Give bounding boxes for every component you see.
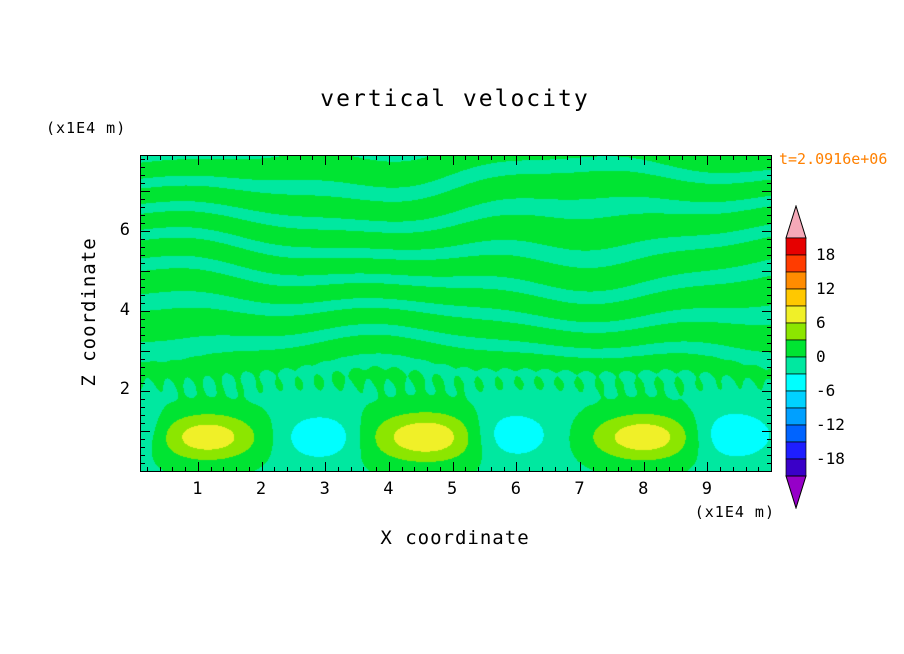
colorbar-segment	[785, 390, 807, 409]
colorbar-tick-label: 18	[816, 245, 836, 264]
colorbar-segment	[785, 424, 807, 443]
z-axis-label: Z coordinate	[78, 237, 100, 387]
colorbar-segment	[785, 322, 807, 341]
colorbar-tick-label: -6	[816, 381, 836, 400]
colorbar-segment	[785, 237, 807, 256]
colorbar	[785, 205, 807, 509]
colorbar-segment	[785, 271, 807, 290]
x-axis-label: X coordinate	[380, 527, 530, 549]
x-tick-label: 8	[638, 479, 649, 499]
z-tick-label: 6	[119, 219, 130, 240]
z-tick-label: 4	[119, 299, 130, 320]
colorbar-arrow	[785, 475, 807, 509]
x-tick-label: 6	[510, 479, 521, 499]
colorbar-segment	[785, 458, 807, 477]
x-axis-unit: (x1E4 m)	[694, 503, 775, 521]
x-tick-label: 7	[574, 479, 585, 499]
colorbar-tick-label: 12	[816, 279, 836, 298]
x-tick-label: 1	[192, 479, 203, 499]
x-tick-label: 5	[447, 479, 458, 499]
colorbar-tick-label: -12	[816, 415, 845, 434]
colorbar-segment	[785, 288, 807, 307]
colorbar-segment	[785, 373, 807, 392]
x-tick-label: 9	[701, 479, 713, 499]
colorbar-segment	[785, 339, 807, 358]
colorbar-segment	[785, 254, 807, 273]
colorbar-segment	[785, 305, 807, 324]
colorbar-tick-label: 0	[816, 347, 826, 366]
plot-area	[140, 155, 772, 472]
colorbar-segment	[785, 441, 807, 460]
chart-title: vertical velocity	[320, 86, 590, 112]
x-tick-label: 4	[383, 479, 394, 499]
z-axis-unit: (x1E4 m)	[46, 119, 127, 137]
colorbar-tick-label: -18	[816, 449, 845, 468]
colorbar-arrow	[785, 205, 807, 239]
x-tick-label: 2	[255, 479, 267, 499]
z-tick-label: 2	[119, 379, 130, 400]
timestamp-label: t=2.0916e+06	[779, 150, 888, 168]
contour-field-canvas	[141, 156, 771, 471]
colorbar-tick-label: 6	[816, 313, 826, 332]
colorbar-segment	[785, 356, 807, 375]
x-tick-label: 3	[319, 479, 330, 499]
colorbar-segment	[785, 407, 807, 426]
